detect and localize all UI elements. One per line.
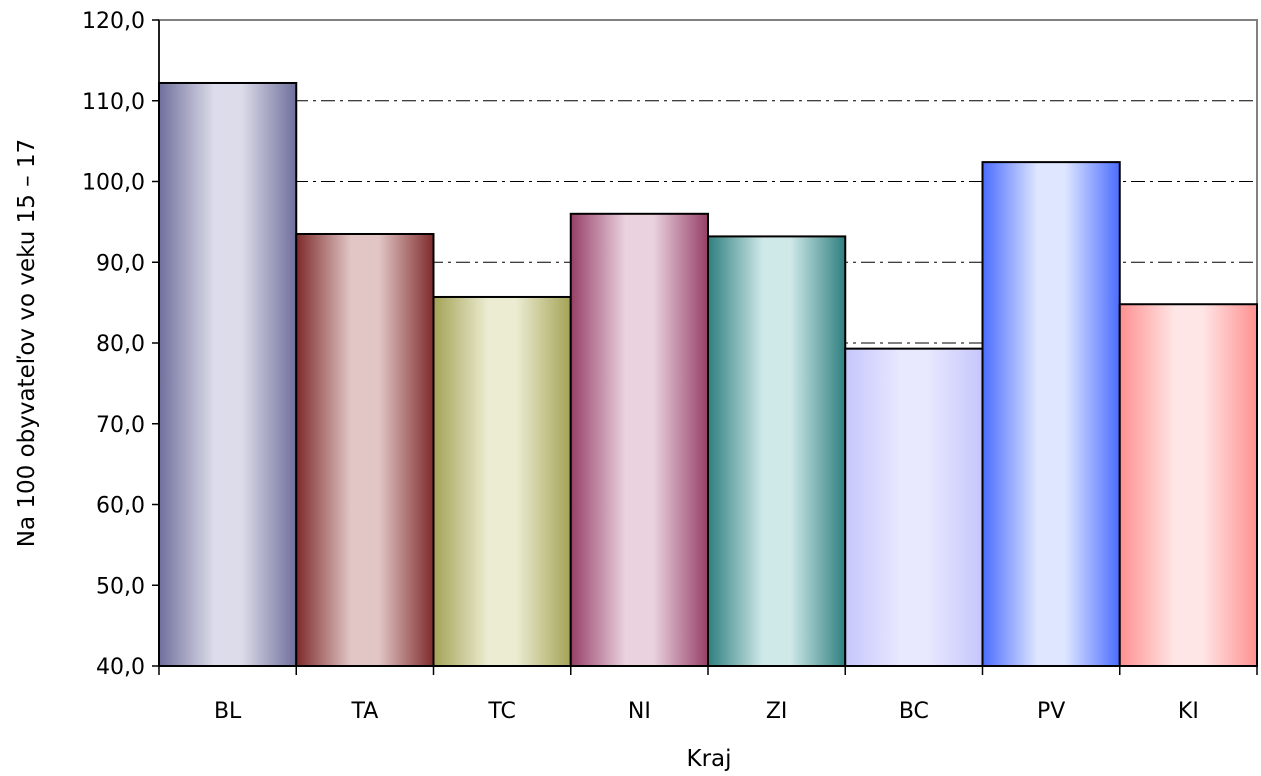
y-axis-title: Na 100 obyvateľov vo veku 15 – 17 xyxy=(14,139,40,548)
bar-ta xyxy=(295,232,435,668)
axes xyxy=(152,19,1258,675)
bars xyxy=(158,81,1258,668)
x-tick-label: NI xyxy=(628,699,651,724)
bar-tc xyxy=(432,295,572,667)
bar-ki xyxy=(1118,303,1258,667)
y-tick-label: 100,0 xyxy=(82,171,145,196)
x-tick-label: TA xyxy=(350,699,378,724)
x-tick-label: BL xyxy=(214,699,242,724)
y-tick-label: 60,0 xyxy=(96,494,145,519)
bar-bl xyxy=(158,81,298,668)
x-tick-label: TC xyxy=(487,699,516,724)
y-tick-label: 50,0 xyxy=(96,574,145,599)
y-tick-labels: 40,0 50,0 60,0 70,0 80,0 90,0 100,0 110,0 120,0 xyxy=(82,9,145,680)
y-tick-label: 70,0 xyxy=(96,413,145,438)
x-tick-label: KI xyxy=(1178,699,1199,724)
bar-pv xyxy=(981,161,1121,667)
bar-zi xyxy=(707,235,847,667)
y-tick-label: 110,0 xyxy=(82,90,145,115)
y-tick-label: 40,0 xyxy=(96,655,145,680)
bar-bc xyxy=(844,347,984,667)
y-tick-label: 120,0 xyxy=(82,9,145,34)
x-tick-labels: BL TA TC NI ZI BC PV KI xyxy=(214,699,1199,724)
y-tick-label: 80,0 xyxy=(96,332,145,357)
x-tick-label: PV xyxy=(1037,699,1065,724)
bar-ni xyxy=(569,212,709,668)
x-axis-title: Kraj xyxy=(686,746,731,772)
y-tick-label: 90,0 xyxy=(96,251,145,276)
x-tick-label: ZI xyxy=(766,699,788,724)
x-tick-label: BC xyxy=(899,699,929,724)
